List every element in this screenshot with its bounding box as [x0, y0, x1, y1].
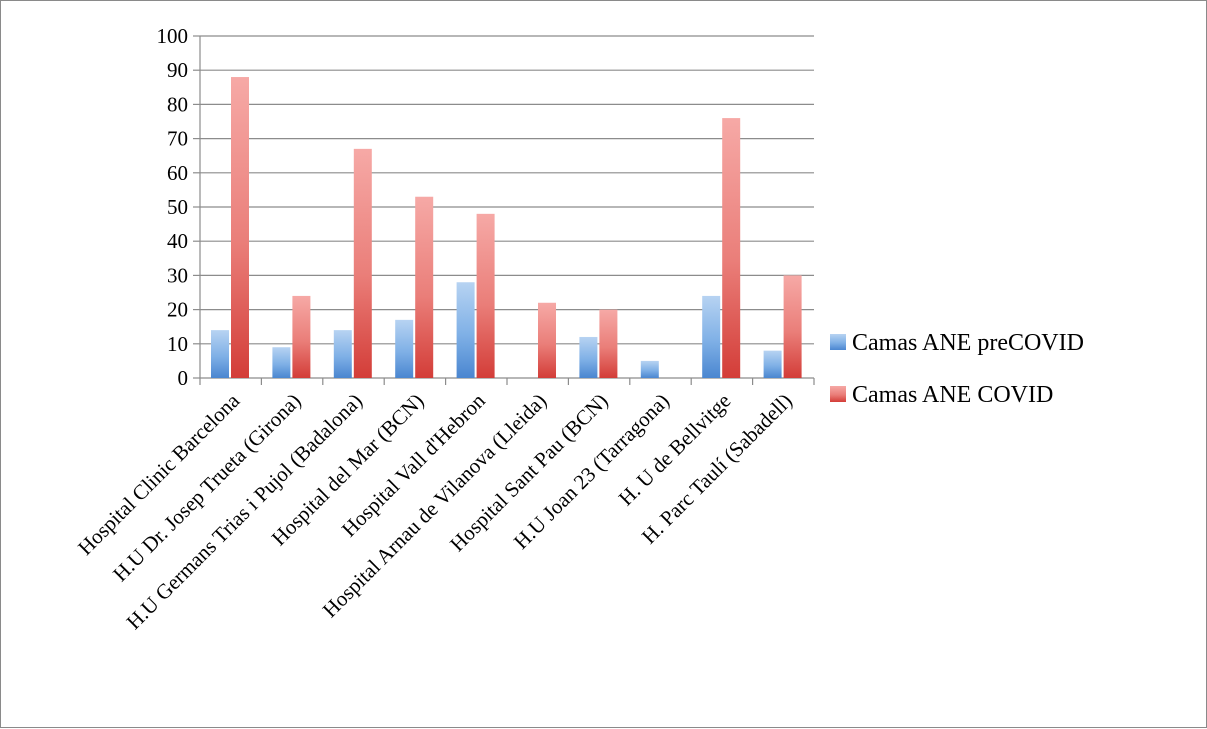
x-tick-label: H. U de Bellvitge: [614, 389, 736, 511]
y-tick-label: 80: [167, 92, 188, 116]
bar-covid: [784, 275, 802, 378]
bar-precovid: [395, 320, 413, 378]
legend-swatch: [830, 386, 846, 402]
bar-covid: [722, 118, 740, 378]
y-tick-label: 30: [167, 263, 188, 287]
y-tick-label: 70: [167, 127, 188, 151]
bar-covid: [231, 77, 249, 378]
gridlines: [200, 36, 814, 344]
bar-precovid: [641, 361, 659, 378]
legend-label: Camas ANE preCOVID: [852, 330, 1084, 356]
bar-precovid: [764, 351, 782, 378]
bar-precovid: [334, 330, 352, 378]
bar-precovid: [702, 296, 720, 378]
bar-covid: [477, 214, 495, 378]
y-tick-label: 20: [167, 298, 188, 322]
bar-covid: [292, 296, 310, 378]
y-tick-label: 100: [157, 24, 189, 48]
bar-covid: [599, 310, 617, 378]
bar-precovid: [457, 282, 475, 378]
x-tick-label: Hospital Arnau de Vilanova (Lleida): [318, 389, 552, 623]
y-tick-label: 60: [167, 161, 188, 185]
bar-covid: [415, 197, 433, 378]
y-tick-label: 50: [167, 195, 188, 219]
bar-precovid: [579, 337, 597, 378]
bar-precovid: [211, 330, 229, 378]
bar-covid: [354, 149, 372, 378]
bar-precovid: [272, 347, 290, 378]
bars: [211, 77, 802, 378]
legend-label: Camas ANE COVID: [852, 382, 1053, 408]
y-tick-label: 0: [178, 366, 189, 390]
legend: Camas ANE preCOVID Camas ANE COVID: [830, 330, 1084, 408]
bar-covid: [538, 303, 556, 378]
y-tick-label: 90: [167, 58, 188, 82]
legend-swatch: [830, 334, 846, 350]
y-tick-labels: 0 10 20 30 40 50 60 70 80 90 100: [157, 24, 189, 390]
y-tick-label: 40: [167, 229, 188, 253]
y-tick-label: 10: [167, 332, 188, 356]
axes: [193, 36, 814, 385]
